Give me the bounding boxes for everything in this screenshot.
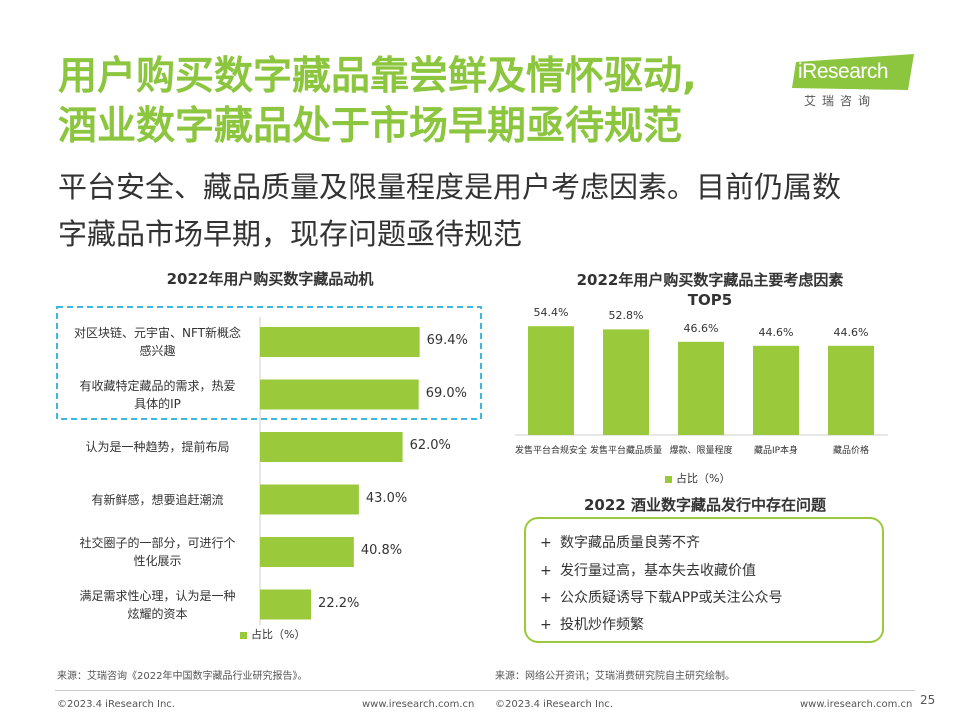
right-chart-svg [515, 326, 888, 436]
left-chart-bar [260, 484, 359, 515]
left-chart-category-label: 满足需求性心理，认为是一种 炫耀的资本 [79, 588, 236, 621]
right-chart-category-label: 发售平台合规安全 [514, 446, 587, 456]
right-chart-value-label: 44.6% [833, 325, 869, 339]
issue-text: 公众质疑诱导下载APP或关注公众号 [560, 590, 783, 606]
right-chart-bar [603, 329, 649, 435]
left-chart-value-label: 22.2% [318, 595, 360, 611]
right-chart-value-label: 46.6% [683, 321, 719, 335]
source-left: 来源：艾瑞咨询《2022年中国数字藏品行业研究报告》。 [57, 671, 308, 682]
right-legend-label: 占比（%） [676, 472, 731, 485]
issue-item: + 数字藏品质量良莠不齐 [540, 532, 700, 552]
left-chart-category-label: 社交圈子的一部分，可进行个 性化展示 [79, 536, 236, 568]
right-chart-value-label: 52.8% [608, 309, 644, 323]
logo-text: iResearch [798, 60, 889, 83]
issue-text: 数字藏品质量良莠不齐 [560, 535, 700, 551]
right-chart-bar [828, 345, 874, 435]
plus-icon: + [540, 590, 552, 606]
left-chart-bar [260, 537, 354, 567]
footer-url-left[interactable]: www.iresearch.com.cn [362, 699, 475, 710]
subtitle-line-1: 平台安全、藏品质量及限量程度是用户考虑因素。目前仍属数 [58, 170, 842, 204]
issue-text: 发行量过高，基本失去收藏价值 [560, 563, 756, 579]
left-chart-bar [260, 327, 420, 357]
issue-item: + 公众质疑诱导下载APP或关注公众号 [540, 587, 782, 607]
page-number: 25 [920, 693, 936, 707]
left-chart-category-label: 对区块链、元宇宙、NFT新概念 感兴趣 [74, 326, 241, 358]
right-chart-legend: 占比（%） [665, 470, 730, 486]
right-chart-value-label: 44.6% [758, 325, 794, 339]
right-chart-title-line-1: 2022年用户购买数字藏品主要考虑因素 [576, 271, 844, 289]
iresearch-logo: iResearch 艾瑞咨询 [792, 54, 922, 110]
right-chart-category-label: 发售平台藏品质量 [589, 446, 662, 456]
left-chart-value-label: 40.8% [360, 543, 403, 558]
page-subtitle: 平台安全、藏品质量及限量程度是用户考虑因素。目前仍属数 字藏品市场早期，现存问题… [58, 164, 938, 258]
title-line-2: 酒业数字藏品处于市场早期亟待规范 [58, 104, 683, 149]
right-chart-bar [528, 326, 574, 435]
source-right: 来源：网络公开资讯；艾瑞消费研究院自主研究绘制。 [495, 671, 735, 682]
left-chart-bar [260, 589, 312, 620]
right-chart-bar [753, 345, 799, 435]
left-legend-label: 占比（%） [251, 628, 306, 641]
legend-swatch-icon [240, 631, 247, 639]
footer-url-right[interactable]: www.iresearch.com.cn [800, 699, 913, 710]
left-chart-legend: 占比（%） [240, 626, 305, 642]
issues-box: + 数字藏品质量良莠不齐 + 发行量过高，基本失去收藏价值 + 公众质疑诱导下载APP… [524, 517, 884, 643]
left-chart-title: 2022年用户购买数字藏品动机 [166, 270, 374, 288]
right-chart: 54.4% 发售平台合规安全 52.8% 发售平台藏品质量 46.6% 爆款、限量程度 44… [510, 305, 890, 465]
left-chart-category-label: 有收藏特定藏品的需求，热爱 具体的IP [79, 378, 236, 411]
right-chart-category-label: 爆款、限量程度 [669, 446, 733, 456]
right-chart-title-line-2: TOP5 [687, 291, 733, 309]
logo-subtext: 艾瑞咨询 [804, 94, 877, 108]
issue-text: 投机炒作频繁 [560, 617, 644, 633]
title-line-1: 用户购买数字藏品靠尝鲜及情怀驱动, [58, 54, 697, 99]
plus-icon: + [540, 563, 552, 579]
left-chart-category-label: 认为是一种趋势，提前布局 [85, 440, 230, 454]
left-chart-svg [56, 306, 482, 625]
footer-copyright-right: ©2023.4 iResearch Inc. [495, 699, 613, 710]
footer-divider [55, 690, 915, 691]
left-chart-bar [260, 379, 419, 410]
footer-copyright-left: ©2023.4 iResearch Inc. [57, 699, 175, 710]
logo-badge-icon [792, 54, 914, 90]
right-chart-title: 2022年用户购买数字藏品主要考虑因素 TOP5 [520, 270, 900, 310]
issue-item: + 发行量过高，基本失去收藏价值 [540, 560, 756, 580]
right-chart-value-label: 54.4% [533, 306, 569, 320]
plus-icon: + [540, 617, 552, 633]
left-chart-value-label: 69.0% [425, 385, 467, 401]
legend-swatch-icon [665, 475, 672, 483]
left-chart-category-label: 有新鲜感，想要追赶潮流 [91, 492, 224, 507]
page-title: 用户购买数字藏品靠尝鲜及情怀驱动, 酒业数字藏品处于市场早期亟待规范 [58, 52, 778, 152]
left-chart-value-label: 69.4% [426, 333, 468, 348]
highlight-box [56, 306, 482, 420]
left-chart: 69.4% 对区块链、元宇宙、NFT新概念 感兴趣 69.0% 有收藏特定藏品的需求，热… [55, 305, 485, 635]
issue-item: + 投机炒作频繁 [540, 614, 644, 634]
left-chart-value-label: 43.0% [365, 490, 408, 506]
left-chart-bar [260, 432, 403, 462]
left-chart-value-label: 62.0% [409, 438, 451, 453]
subtitle-line-2: 字藏品市场早期，现存问题亟待规范 [58, 217, 523, 251]
right-chart-bar [678, 341, 724, 435]
plus-icon: + [540, 535, 552, 551]
right-chart-category-label: 藏品价格 [832, 446, 869, 456]
right-chart-category-label: 藏品IP本身 [753, 446, 799, 456]
issues-title: 2022 酒业数字藏品发行中存在问题 [584, 496, 826, 514]
